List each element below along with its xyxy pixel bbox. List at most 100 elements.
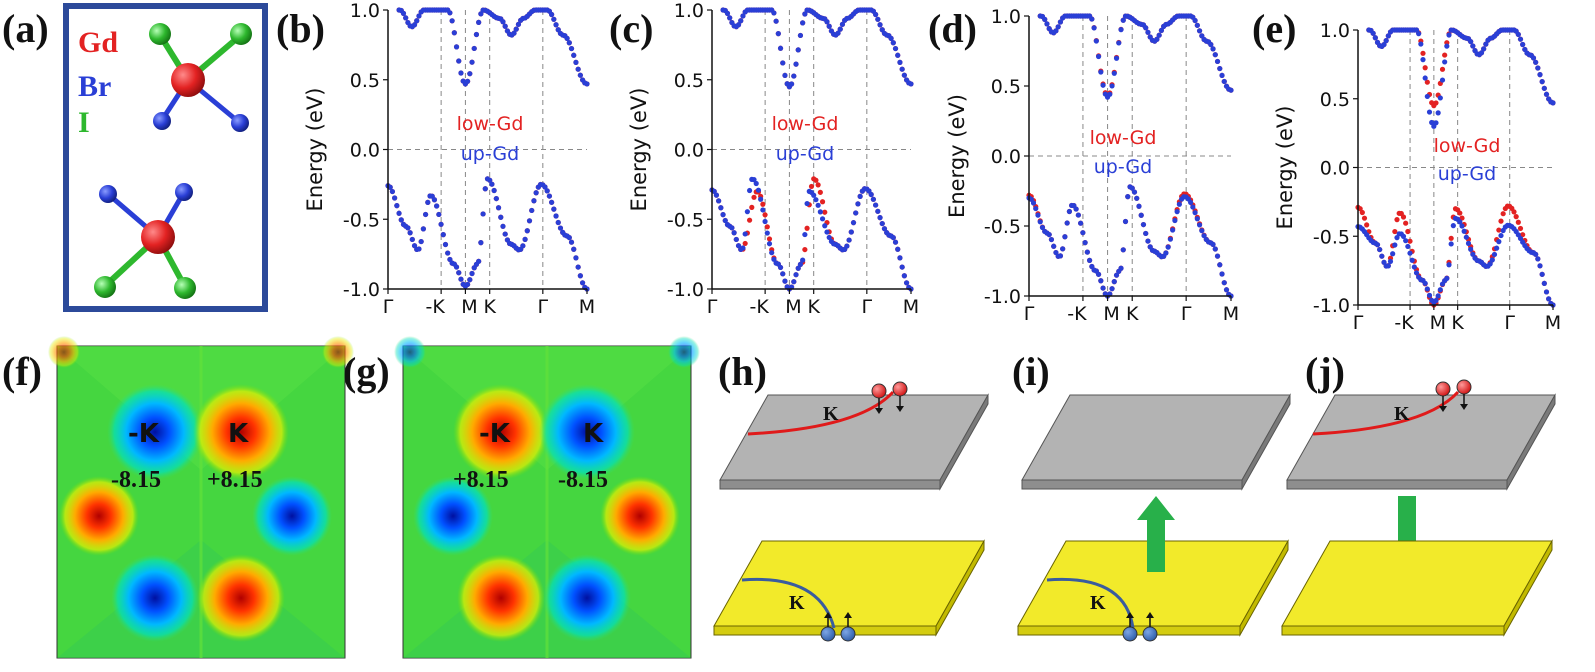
band-point [1541,280,1547,287]
band-point [746,217,753,223]
band-point [795,265,801,271]
band-point [782,278,788,284]
band-point [1496,239,1502,245]
band-point [1042,16,1048,22]
band-point [1199,228,1205,234]
band-point [1403,220,1409,226]
band-point [890,234,896,241]
band-point [1442,52,1448,58]
band-point [1176,201,1182,207]
bromine-atom [231,114,249,132]
band-point [1500,211,1506,217]
band-point [465,281,471,288]
band-point [445,250,451,256]
x-tick-label: -K [749,296,769,318]
band-point [571,52,577,58]
band-point [458,276,464,282]
band-point [1435,293,1441,299]
band-point [888,35,894,41]
berry-value-k: +8.15 [207,467,263,493]
y-tick-label: 1.0 [991,6,1021,28]
band-point [1223,287,1230,293]
band-point [1109,286,1115,292]
band-point [877,22,883,28]
band-point [1403,238,1409,244]
band-point [533,190,539,196]
band-point [1422,280,1428,286]
band-point [1513,214,1519,220]
panel-a: (a) Gd Br I [2,3,268,312]
band-point [1091,25,1097,31]
field-arrow-up-icon [1137,496,1175,572]
band-point [1426,109,1433,115]
band-point [1539,79,1545,85]
band-point [1228,87,1234,93]
valley-hotspot [600,476,680,556]
band-point [440,232,446,238]
band-point [839,21,846,27]
x-tick-label: Γ [1024,303,1035,325]
band-point [1468,38,1474,45]
band-point [1448,241,1454,247]
band-point [456,58,462,64]
band-point [568,45,575,52]
band-point [551,16,557,22]
panel-e-label: (e) [1252,6,1296,51]
band-point [1515,219,1521,225]
band-point [531,198,537,204]
band-point [1062,234,1068,240]
band-point [1214,58,1221,65]
band-point [1411,264,1417,270]
band-point [1407,238,1413,244]
band-point [403,15,409,21]
band-point [1217,262,1223,268]
valley-hotspot [197,554,285,642]
band-point [1392,242,1398,248]
y-axis-label: Energy (eV) [303,88,327,212]
band-point [434,203,440,209]
legend-entry: low-Gd [457,113,524,135]
band-point [546,193,553,199]
band-point [387,184,393,190]
band-point [436,211,442,218]
band-point [553,22,559,28]
berry-value-minus-k: +8.15 [453,467,509,493]
panel-h-label: (h) [718,349,767,394]
band-point [557,225,564,231]
band-point [764,230,770,236]
spin-electrons-up-layer [1435,379,1472,412]
y-tick-label: 1.0 [674,0,704,22]
band-point [524,228,530,234]
band-point [1138,212,1144,218]
band-point [1122,218,1129,225]
band-point [855,201,861,207]
band-point [742,231,748,237]
band-point [892,45,899,52]
band-point [1046,231,1052,238]
band-point [1196,28,1203,34]
band-point [760,201,766,207]
band-point [411,243,418,249]
band-point [449,18,455,24]
band-point [1219,72,1225,79]
band-point [1154,36,1160,42]
legend-entry: low-Gd [772,113,839,135]
series-up-Gd [1355,27,1556,308]
band-point [875,208,881,214]
band-point [1537,263,1543,269]
band-point [469,59,475,65]
panel-a-label: (a) [2,6,49,51]
band-point [551,206,557,212]
band-point [797,32,804,39]
band-point [722,217,728,224]
lower-layer-slab [713,539,985,637]
band-point [1409,257,1415,263]
band-point [1459,215,1465,221]
band-point [1113,272,1120,278]
y-tick-label: -0.5 [667,209,704,231]
band-point [400,10,407,16]
band-point [1095,271,1102,277]
band-point [713,192,720,198]
band-point [566,234,572,241]
